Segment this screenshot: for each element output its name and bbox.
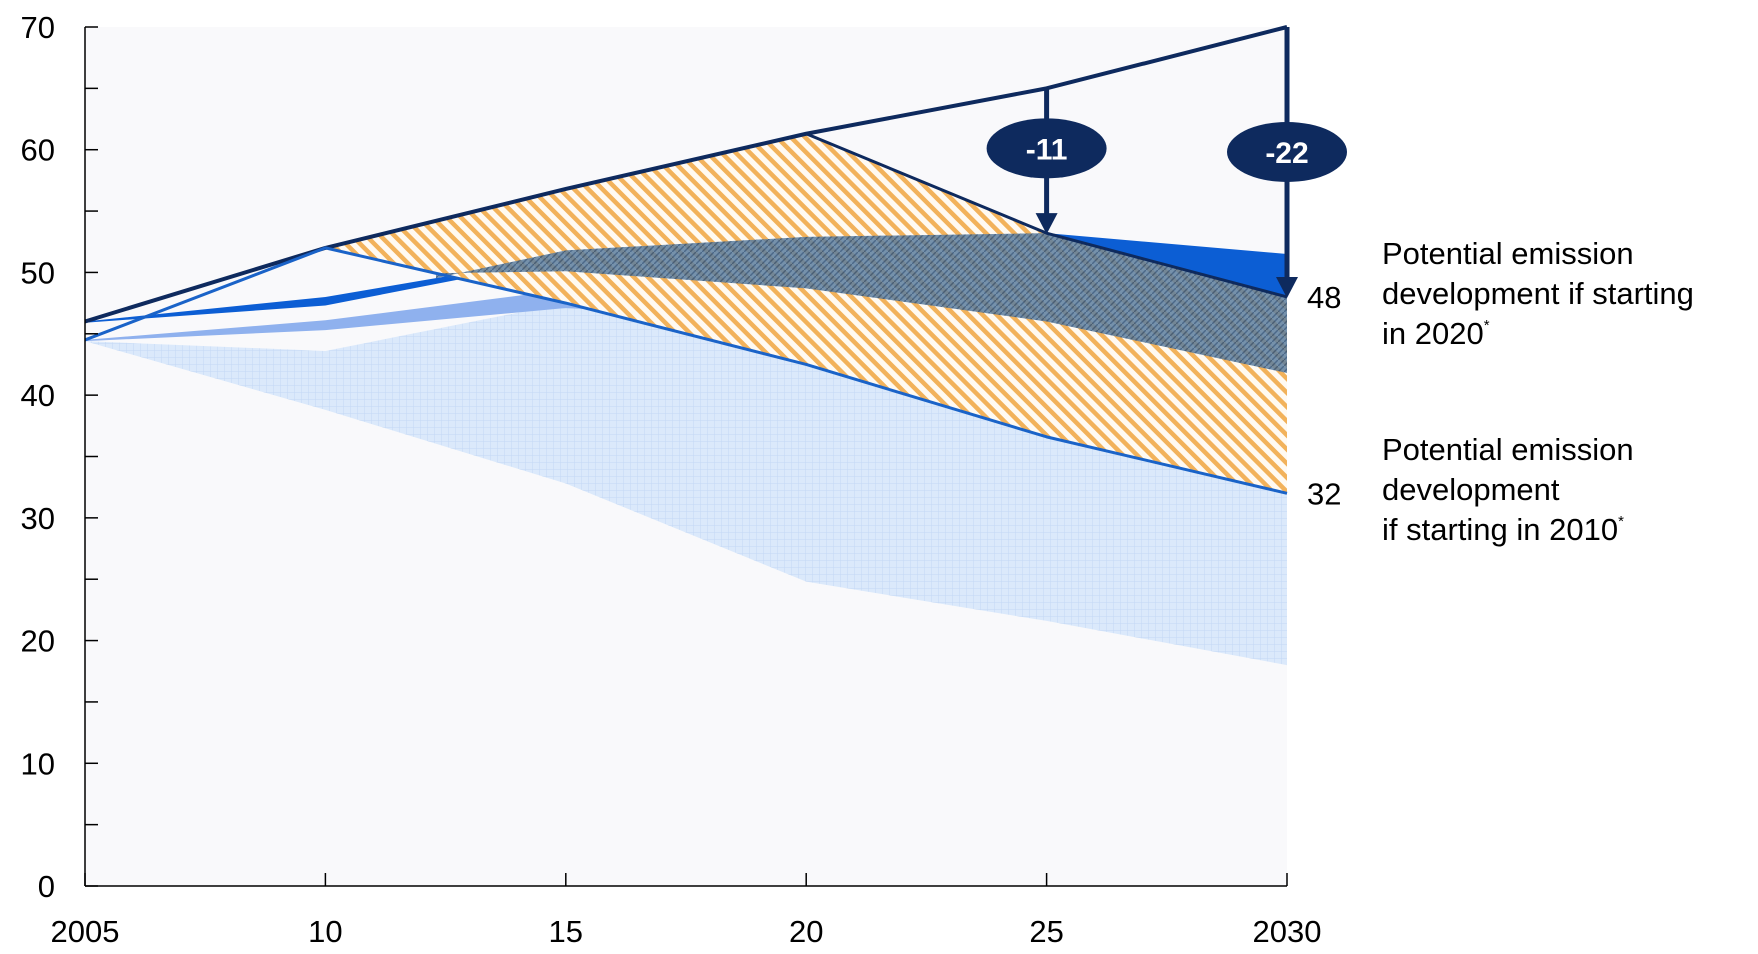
x-tick-label: 10 [308,914,342,949]
y-tick-label: 20 [21,624,55,659]
y-tick-label: 70 [21,10,55,45]
reduction-label: -22 [1265,137,1308,170]
annotation-2010-line-2: development [1382,472,1560,507]
annotation-2010-mark: * [1618,513,1624,530]
band-3 [325,133,1287,494]
end-value-label: 32 [1307,476,1341,511]
y-tick-label: 40 [21,378,55,413]
annotation-2010: Potential emission development if starti… [1382,430,1634,550]
annotation-2020-mark: * [1483,317,1490,334]
x-tick-label: 2030 [1253,914,1322,949]
end-labels: 48 32 [1307,280,1341,511]
y-tick-label: 60 [21,133,55,168]
series-line-0 [84,25,1288,324]
annotation-2010-line-3: if starting in 2010 [1382,512,1619,547]
bands-layer [85,133,1287,666]
y-tick-label: 50 [21,255,55,290]
reduction-arrow-head [1035,213,1058,235]
annotation-2010-line-1: Potential emission [1382,432,1634,467]
reduction-bubble [986,118,1107,179]
y-tick-label: 30 [21,501,55,536]
annotation-2020-line-1: Potential emission [1382,236,1634,271]
x-tick-label: 2005 [51,914,120,949]
annotation-2020-line-2: development if starting [1382,276,1694,311]
band-1 [85,289,1287,402]
reduction-arrow-head [1276,276,1298,298]
x-tick-label: 15 [549,914,583,949]
reduction-label: -11 [1026,133,1068,166]
reduction-arrows: -11 -22 [986,27,1347,298]
x-tick-label: 20 [789,914,823,949]
series-line-2 [84,246,1288,495]
end-value-label: 48 [1307,280,1341,315]
y-tick-label: 10 [21,746,55,781]
annotation-2020-line-3: in 2020 [1382,316,1484,351]
x-tick-label: 25 [1029,914,1063,949]
annotation-2020: Potential emission development if starti… [1382,234,1694,354]
y-tick-label: 0 [38,869,55,904]
reduction-bubble [1227,122,1347,182]
band-overlap [435,233,1287,374]
